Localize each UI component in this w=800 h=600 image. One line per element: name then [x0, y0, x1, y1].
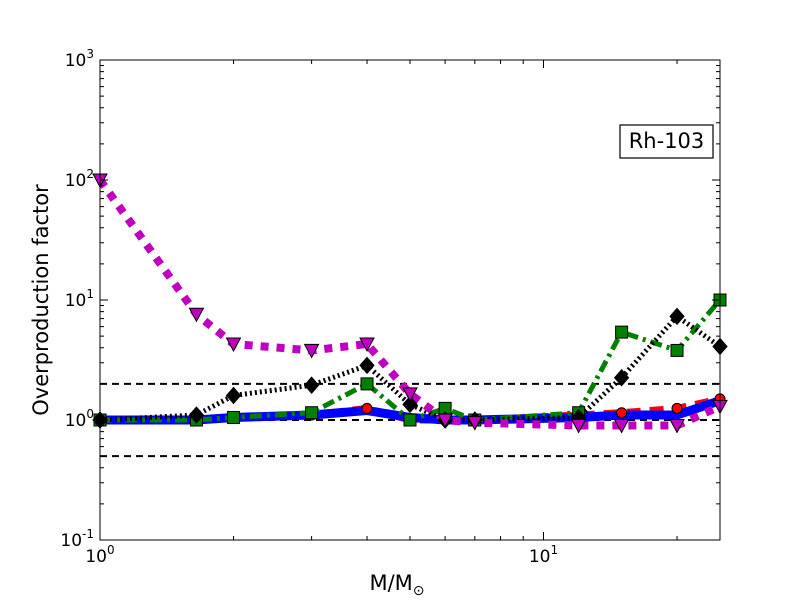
- x-tick-label: 100: [85, 543, 114, 567]
- data-point-marker: [616, 407, 628, 419]
- data-point-marker: [402, 395, 418, 414]
- x-axis-label: M/M⊙: [369, 571, 424, 599]
- y-tick-label: 101: [65, 287, 94, 311]
- data-point-marker: [403, 413, 417, 427]
- tick-base: 10: [60, 531, 82, 551]
- tick-base: 10: [65, 411, 87, 431]
- y-tick-label: 10-1: [60, 527, 94, 551]
- tick-exponent: 1: [86, 287, 94, 301]
- tick-exponent: 0: [107, 543, 115, 557]
- data-point-marker: [305, 406, 319, 420]
- data-point-marker: [671, 402, 683, 414]
- data-point-marker: [359, 337, 375, 353]
- y-tick-label: 100: [65, 407, 94, 431]
- tick-base: 10: [65, 291, 87, 311]
- data-point-marker: [437, 413, 453, 429]
- x-axis-label-main: M/M: [369, 571, 412, 595]
- y-tick-label: 103: [65, 47, 94, 71]
- annotation-frame: [619, 124, 714, 159]
- data-point-marker: [669, 418, 685, 434]
- data-point-marker: [360, 377, 374, 391]
- y-tick-label: 102: [65, 167, 94, 191]
- tick-exponent: 0: [86, 407, 94, 421]
- data-point-marker: [615, 325, 629, 339]
- data-point-marker: [359, 356, 375, 375]
- data-point-marker: [466, 416, 483, 431]
- data-point-marker: [613, 368, 630, 387]
- isotope-annotation-box: Rh-103: [619, 124, 714, 159]
- isotope-label: Rh-103: [629, 129, 705, 153]
- data-point-marker: [613, 418, 630, 434]
- tick-exponent: 3: [86, 47, 94, 61]
- data-point-marker: [402, 387, 418, 402]
- tick-exponent: 2: [86, 167, 94, 181]
- tick-exponent: 1: [551, 543, 559, 557]
- marker-layer: [92, 173, 728, 434]
- tick-base: 10: [85, 547, 107, 567]
- data-point-marker: [303, 343, 320, 359]
- data-point-marker: [669, 307, 685, 326]
- data-point-marker: [225, 386, 242, 405]
- tick-base: 10: [65, 171, 87, 191]
- data-point-marker: [188, 307, 205, 323]
- tick-base: 10: [529, 547, 551, 567]
- data-point-marker: [227, 410, 241, 424]
- y-axis-label: Overproduction factor: [29, 184, 53, 416]
- x-axis-label-sub: ⊙: [413, 583, 425, 599]
- data-point-marker: [570, 418, 587, 434]
- x-tick-label: 101: [529, 543, 558, 567]
- tick-exponent: -1: [82, 527, 94, 541]
- series-line-3: [100, 313, 720, 423]
- series-line-4: [100, 177, 720, 430]
- tick-base: 10: [65, 51, 87, 71]
- data-point-marker: [188, 406, 205, 424]
- data-point-marker: [670, 343, 684, 357]
- data-point-marker: [303, 376, 320, 394]
- data-point-marker: [225, 337, 242, 353]
- data-point-marker: [361, 402, 373, 414]
